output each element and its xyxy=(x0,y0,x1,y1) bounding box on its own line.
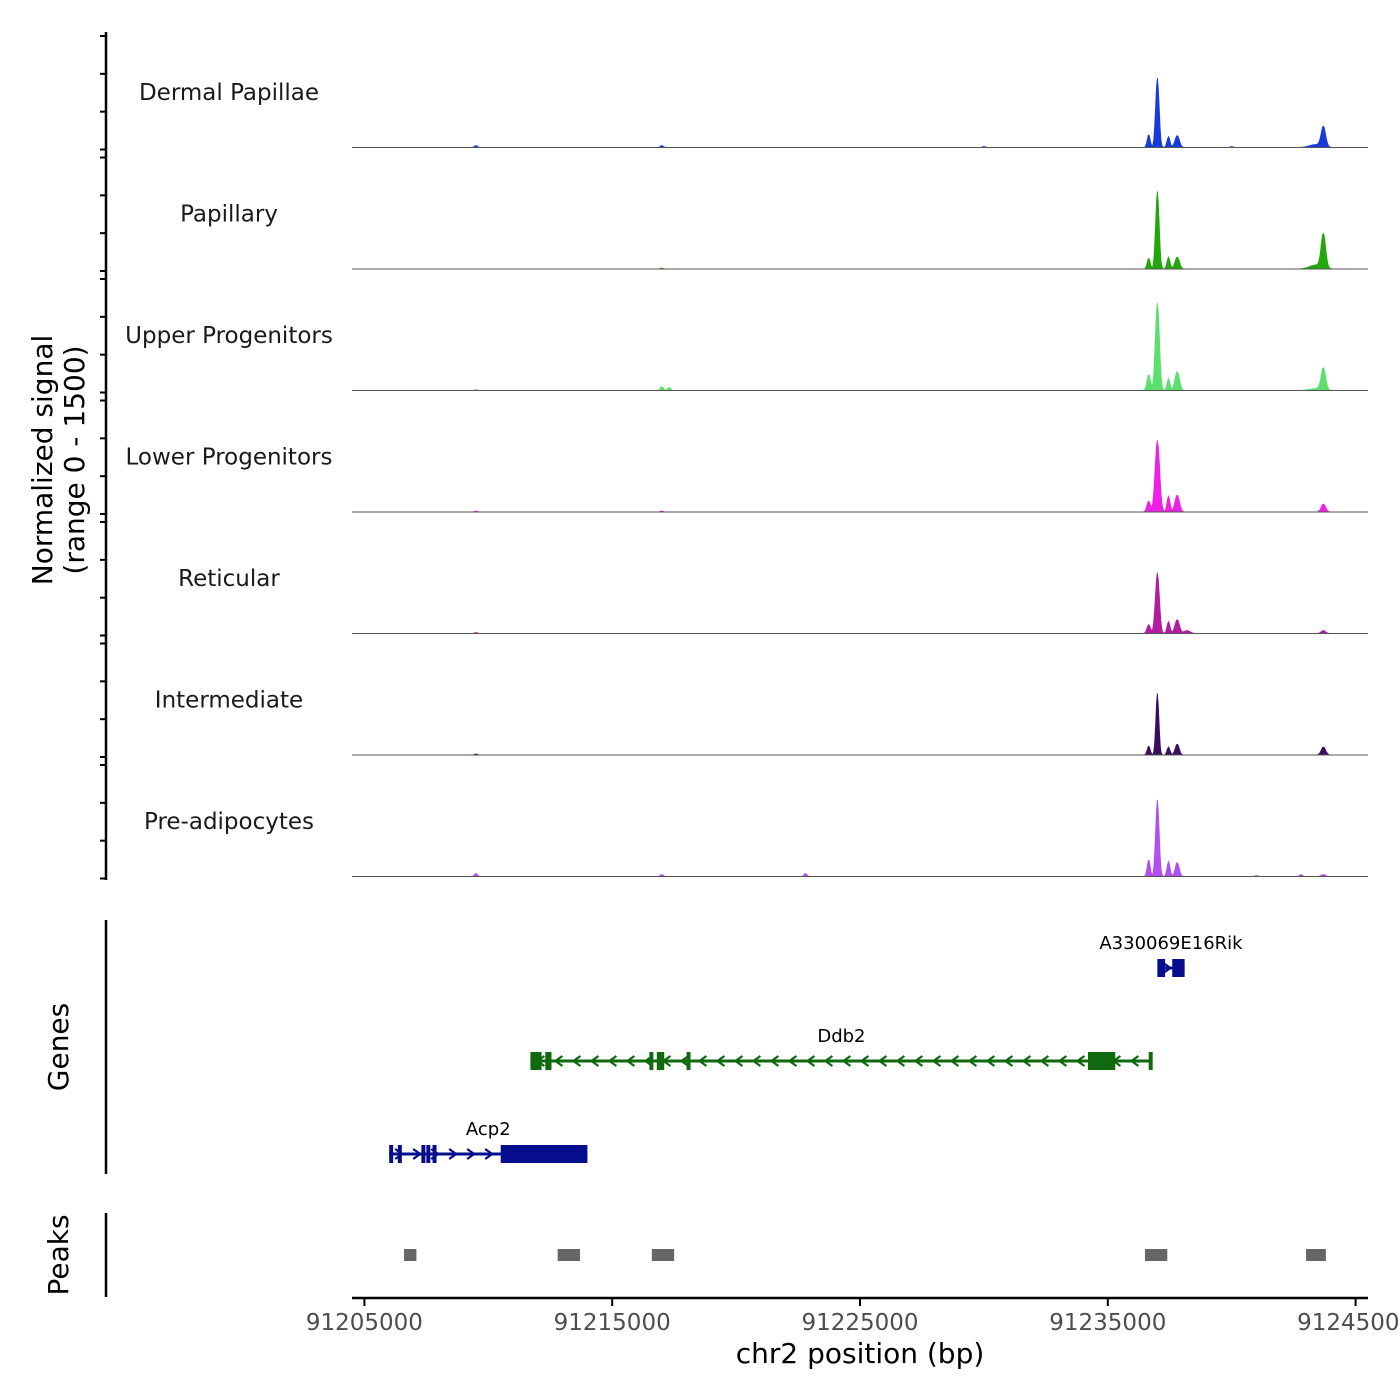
strand-arrow xyxy=(751,1055,762,1067)
signal-area xyxy=(352,440,1368,513)
gene-exon xyxy=(649,1052,654,1070)
strand-arrow xyxy=(787,1055,798,1067)
y-axis-title-line2: (range 0 - 1500) xyxy=(58,345,91,574)
peak-region xyxy=(1306,1249,1326,1261)
strand-arrow xyxy=(985,1055,996,1067)
signal-area xyxy=(352,77,1368,148)
gene-exon xyxy=(545,1052,552,1070)
strand-arrow xyxy=(679,1055,690,1067)
x-tick-label: 91225000 xyxy=(801,1310,918,1336)
strand-arrow xyxy=(805,1055,816,1067)
strand-arrow xyxy=(553,1055,564,1067)
strand-arrow xyxy=(1075,1055,1086,1067)
strand-arrow xyxy=(859,1055,870,1067)
signal-area xyxy=(352,191,1368,270)
strand-arrow xyxy=(769,1055,780,1067)
genes-track-label: Genes xyxy=(42,1003,75,1091)
strand-arrow xyxy=(448,1148,459,1160)
gene-exon xyxy=(397,1145,402,1163)
strand-arrow xyxy=(1162,962,1173,974)
track-label: Lower Progenitors xyxy=(126,445,333,471)
strand-arrow xyxy=(733,1055,744,1067)
strand-arrow xyxy=(1039,1055,1050,1067)
gene-exon xyxy=(421,1145,426,1163)
gene-exon xyxy=(1161,959,1166,977)
signal-area xyxy=(352,799,1368,877)
peak-region xyxy=(1144,1249,1168,1261)
strand-arrow xyxy=(913,1055,924,1067)
strand-arrow xyxy=(1003,1055,1014,1067)
gene-exon xyxy=(686,1052,691,1070)
peak-region xyxy=(404,1249,417,1261)
gene-exon xyxy=(500,1145,588,1163)
strand-arrow xyxy=(841,1055,852,1067)
strand-arrow xyxy=(1057,1055,1068,1067)
track-label: Intermediate xyxy=(155,688,303,714)
strand-arrow xyxy=(697,1055,708,1067)
strand-arrow xyxy=(412,1148,423,1160)
track-label: Pre-adipocytes xyxy=(144,809,314,835)
x-tick-label: 91205000 xyxy=(306,1310,423,1336)
strand-arrow xyxy=(931,1055,942,1067)
strand-arrow xyxy=(949,1055,960,1067)
strand-arrow xyxy=(895,1055,906,1067)
strand-arrow xyxy=(967,1055,978,1067)
signal-area xyxy=(352,572,1368,634)
signal-area xyxy=(352,302,1368,391)
gene-exon xyxy=(1157,959,1162,977)
gene-exon xyxy=(389,1145,394,1163)
gene-exon xyxy=(1148,1052,1153,1070)
gene-exon xyxy=(1087,1052,1116,1070)
gene-exon xyxy=(432,1145,437,1163)
x-tick-label: 91235000 xyxy=(1049,1310,1166,1336)
y-axis-title-line1: Normalized signal xyxy=(26,335,59,586)
strand-arrow xyxy=(823,1055,834,1067)
strand-arrow xyxy=(877,1055,888,1067)
strand-arrow xyxy=(625,1055,636,1067)
strand-arrow xyxy=(1021,1055,1032,1067)
track-label: Upper Progenitors xyxy=(125,323,333,349)
gene-label: Ddb2 xyxy=(817,1026,865,1047)
peaks-track xyxy=(404,1249,1326,1261)
strand-arrow xyxy=(589,1055,600,1067)
strand-arrow xyxy=(715,1055,726,1067)
peak-region xyxy=(651,1249,675,1261)
strand-arrow xyxy=(394,1148,405,1160)
strand-arrow xyxy=(571,1055,582,1067)
peak-region xyxy=(557,1249,580,1261)
coverage-tracks: Dermal Papillae Papillary Upper Progenitor… xyxy=(125,77,1368,877)
gene-exon xyxy=(1172,959,1185,977)
track-label: Dermal Papillae xyxy=(139,80,319,106)
axes: 91205000 91215000 91225000 91235000 91245000 xyxy=(100,32,1400,1336)
x-tick-label: 91215000 xyxy=(554,1310,671,1336)
strand-arrow xyxy=(1129,1055,1140,1067)
signal-area xyxy=(352,693,1368,756)
track-label: Papillary xyxy=(180,202,278,228)
x-axis-title: chr2 position (bp) xyxy=(736,1337,985,1370)
peaks-track-label: Peaks xyxy=(42,1214,75,1295)
gene-exon xyxy=(530,1052,542,1070)
strand-arrow xyxy=(607,1055,618,1067)
gene-exon xyxy=(426,1145,431,1163)
strand-arrow xyxy=(484,1148,495,1160)
x-tick-label: 91245000 xyxy=(1297,1310,1400,1336)
gene-exon xyxy=(656,1052,665,1070)
gene-label: Acp2 xyxy=(466,1119,511,1140)
gene-label: A330069E16Rik xyxy=(1099,933,1243,954)
strand-arrow xyxy=(466,1148,477,1160)
track-label: Reticular xyxy=(178,566,280,592)
gene-annotation-track: A330069E16Rik Ddb2 Acp2 xyxy=(389,933,1243,1163)
